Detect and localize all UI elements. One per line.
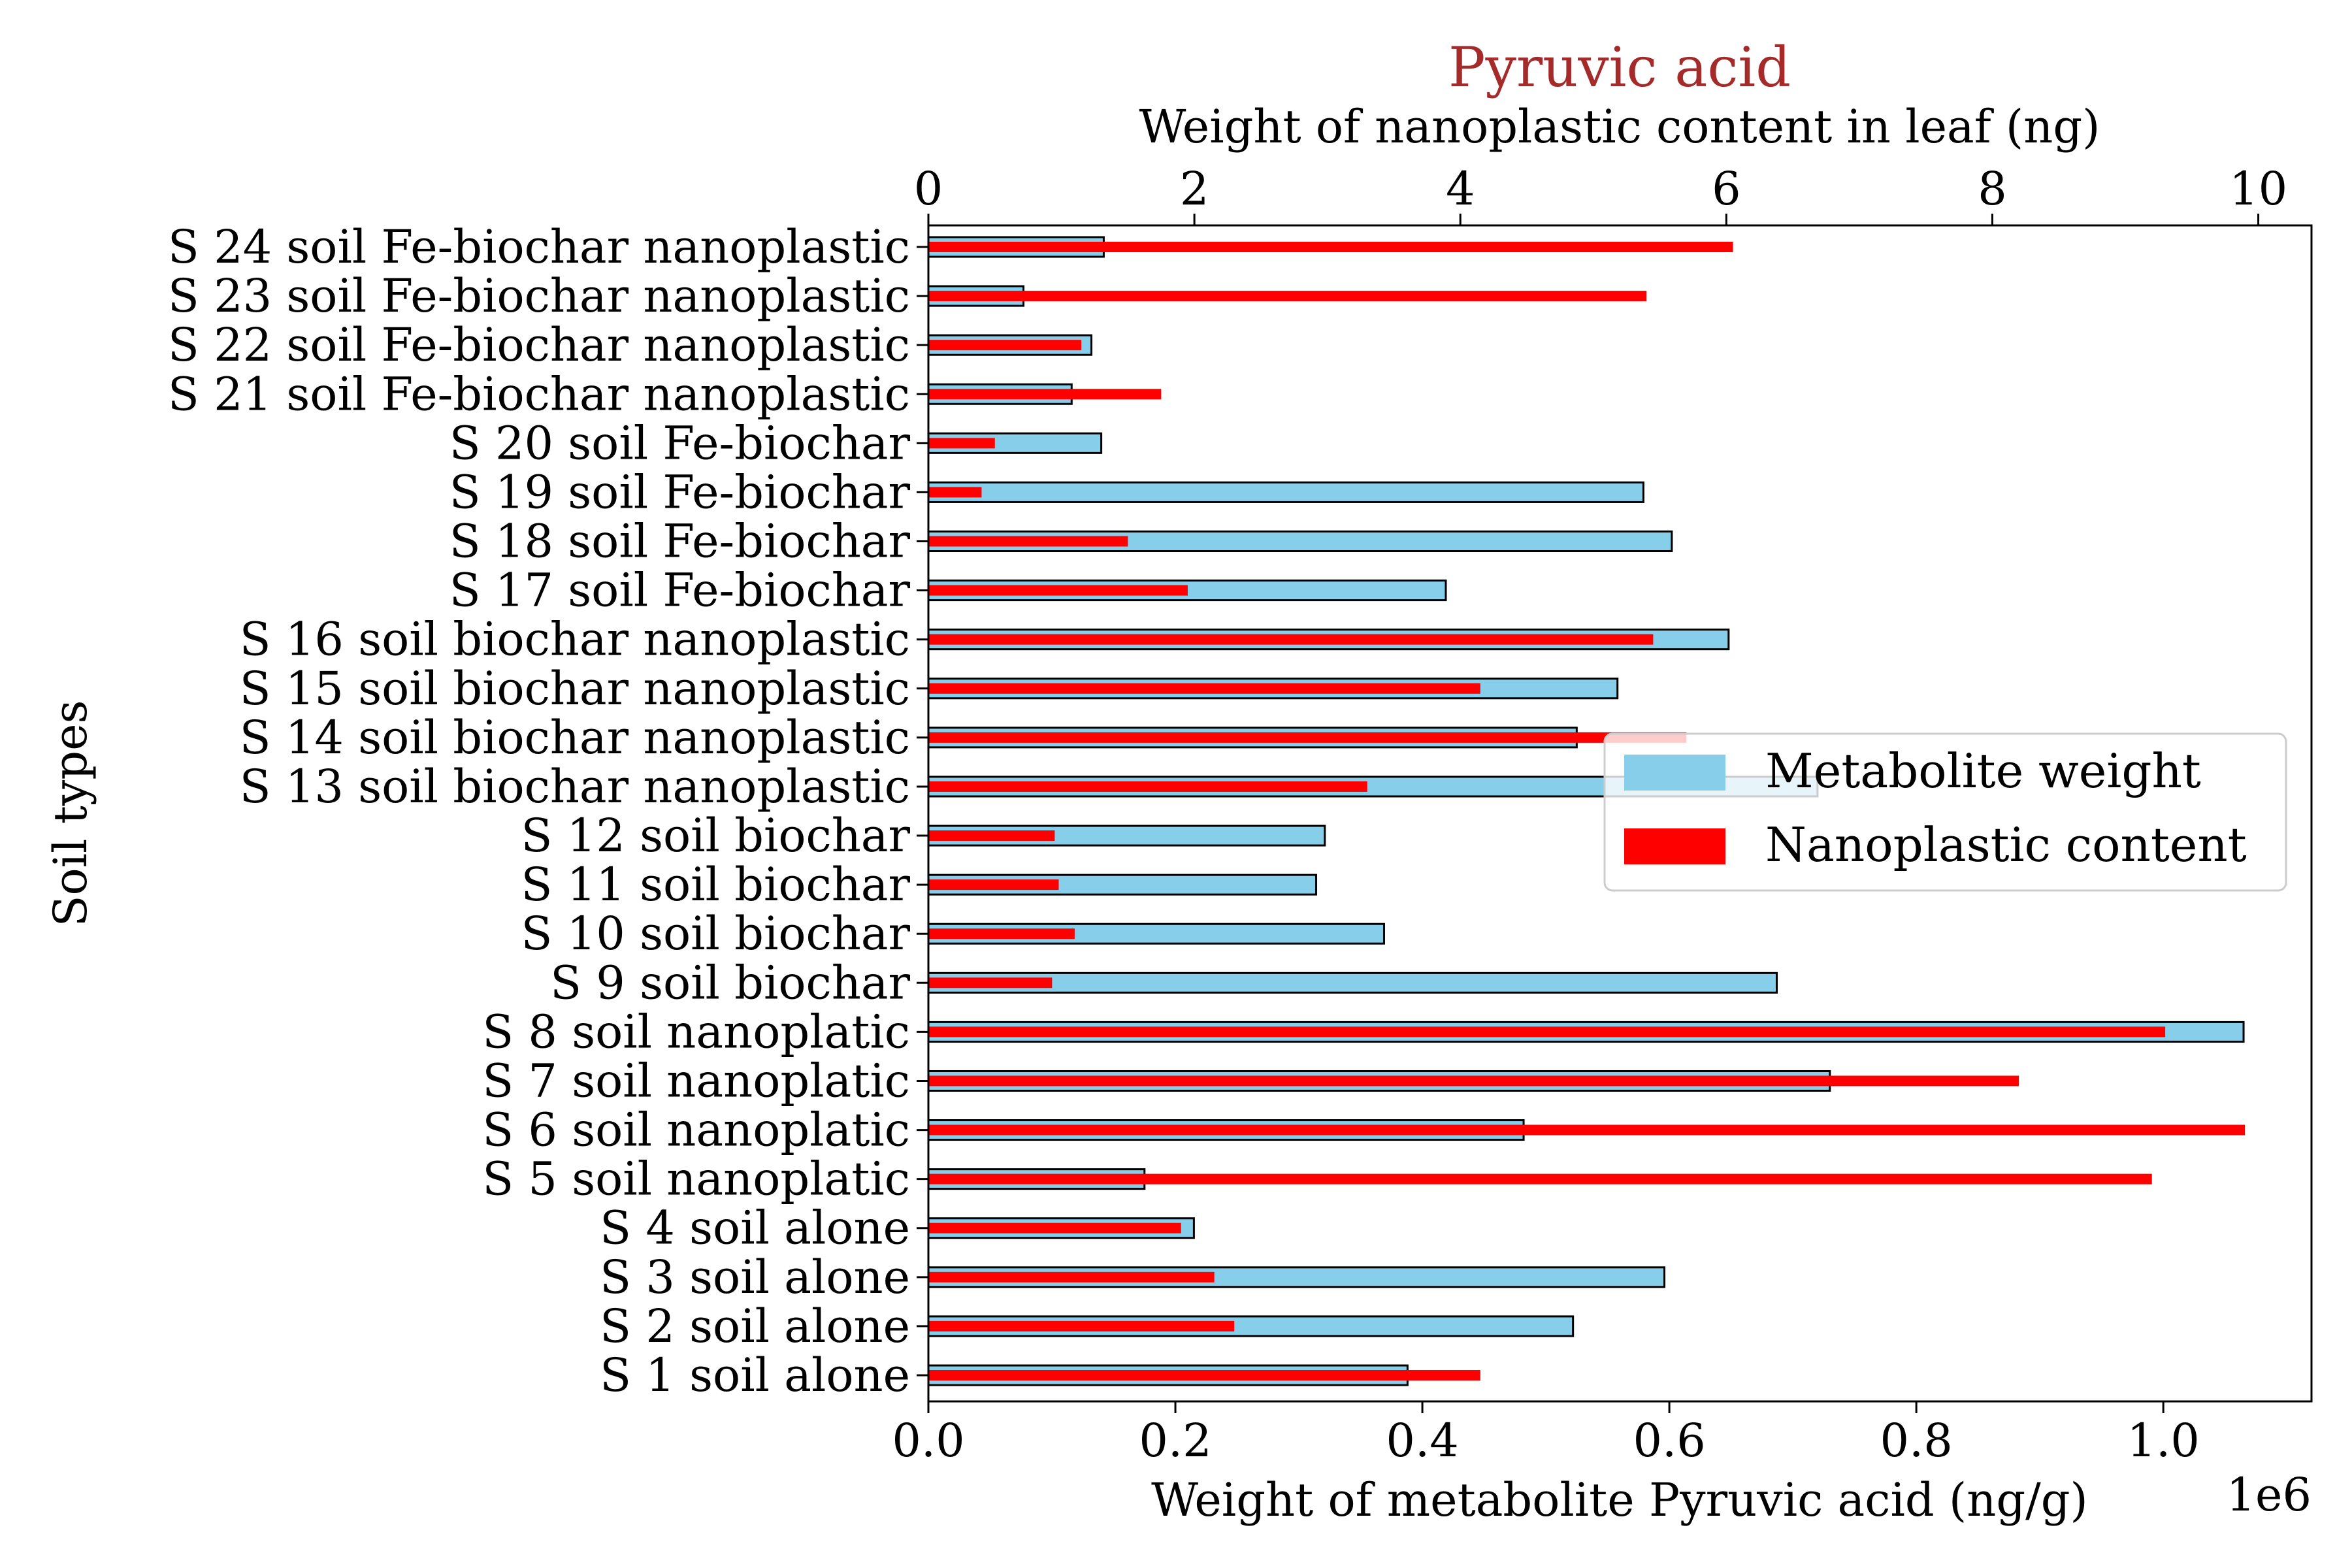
nanoplastic-bar-12 (928, 830, 1055, 841)
nanoplastic-bar-10 (928, 928, 1075, 939)
nanoplastic-bar-7 (928, 1075, 2019, 1086)
x2-tick-label-1: 0 (914, 162, 943, 216)
y-tick-label-9: S 9 soil biochar (550, 956, 910, 1009)
y-tick-label-16: S 16 soil biochar nanoplastic (240, 613, 910, 666)
x-tick-label-5: 0.8 (1880, 1414, 1952, 1467)
x2-tick-label-4: 6 (1712, 162, 1741, 216)
nanoplastic-bar-6 (928, 1124, 2246, 1135)
y-tick-label-3: S 3 soil alone (600, 1250, 910, 1304)
legend-label-nanoplastic: Nanoplastic content (1765, 817, 2247, 872)
chart-title: Pyruvic acid (1448, 35, 1791, 99)
nanoplastic-bar-22 (928, 340, 1082, 351)
bottom-axis-label: Weight of metabolite Pyruvic acid (ng/g) (1151, 1473, 2088, 1527)
x-offset-label: 1e6 (2227, 1468, 2312, 1522)
legend-label-metabolite: Metabolite weight (1765, 743, 2201, 798)
top-axis-label: Weight of nanoplastic content in leaf (n… (1139, 100, 2100, 154)
y-tick-label-7: S 7 soil nanoplatic (482, 1054, 910, 1107)
y-tick-label-6: S 6 soil nanoplatic (482, 1103, 910, 1157)
nanoplastic-bar-14 (928, 732, 1687, 743)
x-tick-label-1: 0.0 (892, 1414, 964, 1467)
nanoplastic-bar-9 (928, 977, 1053, 988)
nanoplastic-bar-4 (928, 1222, 1181, 1233)
x2-tick-label-6: 10 (2229, 162, 2287, 216)
y-axis-label: Soil types (44, 700, 97, 927)
nanoplastic-bar-20 (928, 438, 995, 449)
legend-frame (1603, 732, 2287, 892)
y-tick-label-12: S 12 soil biochar (521, 809, 911, 862)
y-tick-label-24: S 24 soil Fe-biochar nanoplastic (168, 220, 910, 274)
y-tick-label-10: S 10 soil biochar (521, 907, 911, 960)
legend-swatch-metabolite (1624, 755, 1725, 791)
x-tick-label-3: 0.4 (1386, 1414, 1458, 1467)
x2-tick-label-3: 4 (1446, 162, 1475, 216)
legend: Metabolite weight Nanoplastic content (1603, 732, 2287, 892)
y-tick-label-15: S 15 soil biochar nanoplastic (240, 662, 910, 715)
x-tick-label-6: 1.0 (2127, 1414, 2200, 1467)
nanoplastic-bar-11 (928, 879, 1059, 890)
legend-swatch-nanoplastic (1624, 828, 1725, 864)
y-tick-label-8: S 8 soil nanoplatic (482, 1005, 910, 1058)
nanoplastic-bar-3 (928, 1271, 1215, 1282)
y-tick-label-4: S 4 soil alone (600, 1201, 910, 1255)
nanoplastic-bar-15 (928, 683, 1480, 694)
nanoplastic-bar-1 (928, 1370, 1480, 1380)
nanoplastic-bar-8 (928, 1026, 2166, 1037)
y-tick-label-20: S 20 soil Fe-biochar (449, 416, 911, 470)
y-tick-label-14: S 14 soil biochar nanoplastic (240, 711, 910, 764)
y-tick-label-11: S 11 soil biochar (521, 858, 911, 911)
metabolite-bar-9 (927, 972, 1778, 994)
x-tick-label-2: 0.2 (1139, 1414, 1211, 1467)
y-tick-label-13: S 13 soil biochar nanoplastic (240, 760, 910, 813)
nanoplastic-bar-21 (928, 389, 1162, 400)
y-tick-label-2: S 2 soil alone (600, 1299, 910, 1353)
metabolite-bar-19 (927, 481, 1644, 503)
y-tick-label-1: S 1 soil alone (600, 1348, 910, 1402)
x2-tick-label-5: 8 (1978, 162, 2007, 216)
nanoplastic-bar-16 (928, 634, 1654, 645)
y-tick-label-22: S 22 soil Fe-biochar nanoplastic (168, 318, 910, 372)
x2-tick-label-2: 2 (1180, 162, 1209, 216)
nanoplastic-bar-23 (928, 291, 1647, 302)
y-tick-label-18: S 18 soil Fe-biochar (449, 515, 911, 568)
nanoplastic-bar-19 (928, 487, 982, 498)
nanoplastic-bar-5 (928, 1173, 2152, 1184)
y-tick-label-21: S 21 soil Fe-biochar nanoplastic (168, 367, 910, 421)
nanoplastic-bar-17 (928, 585, 1188, 596)
x-tick-label-4: 0.6 (1633, 1414, 1705, 1467)
nanoplastic-bar-24 (928, 242, 1733, 252)
y-tick-label-17: S 17 soil Fe-biochar (449, 564, 911, 617)
nanoplastic-bar-13 (928, 781, 1367, 792)
nanoplastic-bar-18 (928, 536, 1128, 547)
plot-frame (927, 224, 2313, 1403)
y-tick-label-23: S 23 soil Fe-biochar nanoplastic (168, 269, 910, 323)
nanoplastic-bar-2 (928, 1320, 1235, 1331)
y-tick-label-5: S 5 soil nanoplatic (482, 1152, 910, 1206)
y-tick-label-19: S 19 soil Fe-biochar (449, 465, 911, 519)
